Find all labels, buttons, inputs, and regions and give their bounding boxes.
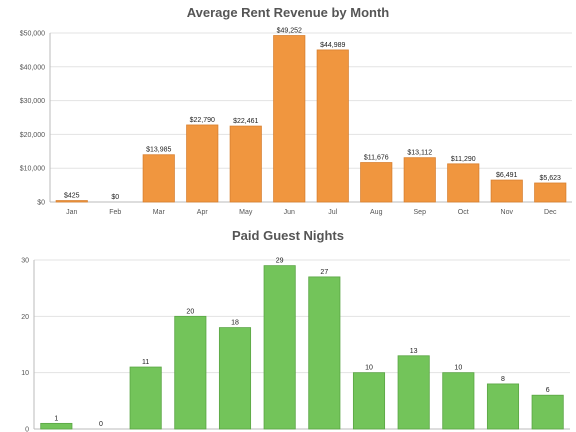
data-label: $13,985 [146,147,171,154]
x-tick-label: Dec [544,209,557,216]
y-tick-label: $50,000 [20,31,45,38]
bar [186,124,219,203]
data-label: 13 [410,348,418,355]
x-tick-label: Jan [66,209,77,216]
y-tick-label: $10,000 [20,166,45,173]
x-tick-label: Feb [109,209,121,216]
data-label: 10 [365,365,373,372]
bar [447,163,480,203]
x-tick-label: Apr [197,209,209,216]
data-label: $11,676 [364,155,389,162]
y-tick-label: $0 [37,200,45,207]
data-label: 11 [142,359,149,366]
y-tick-label: 10 [21,370,29,377]
data-label: 18 [231,320,239,327]
bar [486,383,520,430]
x-tick-label: Jun [284,209,295,216]
chart-title: Paid Guest Nights [232,228,344,243]
x-tick-label: May [239,209,253,216]
bar [531,394,564,430]
y-tick-label: 20 [21,314,29,321]
data-label: 8 [501,376,505,383]
data-label: $6,491 [496,172,518,179]
bar [55,200,88,203]
data-label: $425 [64,193,80,200]
bar [273,35,306,203]
y-tick-label: 30 [21,258,29,265]
x-tick-label: Oct [458,209,469,216]
data-label: $13,112 [407,150,432,157]
data-label: 29 [276,258,284,265]
bar [403,157,436,203]
bar [174,315,207,430]
bar [490,179,523,203]
y-tick-label: $20,000 [20,132,45,139]
y-tick-label: $30,000 [20,98,45,105]
rent-revenue-chart: Average Rent Revenue by Month $0 $10,000 $2… [20,5,572,216]
bar [534,182,567,203]
data-label: $22,461 [233,118,258,125]
bar [352,372,386,430]
data-label: $44,989 [320,42,345,49]
data-label: 0 [99,421,103,428]
data-label: $11,290 [451,156,476,163]
data-label: 1 [54,415,58,422]
data-label: 6 [546,387,550,394]
bar [308,276,341,430]
x-tick-label: Jul [328,209,337,216]
data-label: 10 [454,365,462,372]
x-tick-label: Nov [501,209,514,216]
data-label: $49,252 [277,28,302,35]
bar [442,372,475,430]
chart-title: Average Rent Revenue by Month [187,5,390,20]
guest-nights-chart: Paid Guest Nights01020301011201829271013… [21,228,570,432]
x-tick-label: Aug [370,209,383,216]
bar [229,125,262,203]
data-label: $22,790 [190,117,215,124]
bar [218,327,252,430]
bar [129,366,162,430]
bar [263,265,296,430]
data-label: $5,623 [540,175,562,182]
bar [40,422,73,430]
bar [397,355,430,430]
data-label: 27 [320,269,328,276]
data-label: 20 [186,308,194,315]
y-tick-label: 0 [25,427,29,432]
x-tick-label: Mar [153,209,166,216]
y-tick-label: $40,000 [20,64,45,71]
data-label: $0 [111,194,119,201]
x-tick-label: Sep [414,209,427,216]
bar [360,162,393,203]
bar [142,154,175,203]
bar [316,49,349,203]
